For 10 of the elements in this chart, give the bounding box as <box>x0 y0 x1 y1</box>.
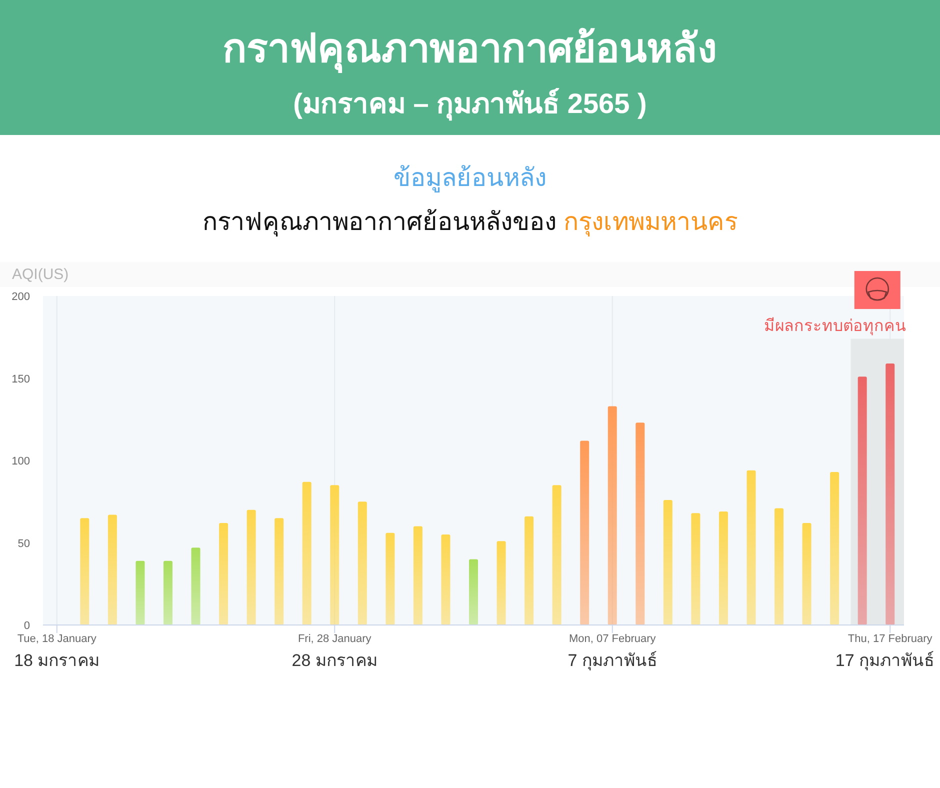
ylabel: AQI(US) <box>12 266 69 283</box>
annotation: กราฟคุณภาพอากาศย้อนหลังของ <box>202 208 556 236</box>
annotation: กรุงเทพมหานคร <box>564 208 738 236</box>
annotation: 18 มกราคม <box>14 651 100 670</box>
annotation: 28 มกราคม <box>292 651 378 670</box>
subtitle: (มกราคม – กุมภาพันธ์ 2565 ) <box>293 88 647 119</box>
annotation: ข้อมูลย้อนหลัง <box>394 164 546 192</box>
annotation: 7 กุมภาพันธ์ <box>568 651 657 670</box>
annotation: 17 กุมภาพันธ์ <box>835 651 934 670</box>
title: กราฟคุณภาพอากาศย้อนหลัง <box>222 27 718 71</box>
